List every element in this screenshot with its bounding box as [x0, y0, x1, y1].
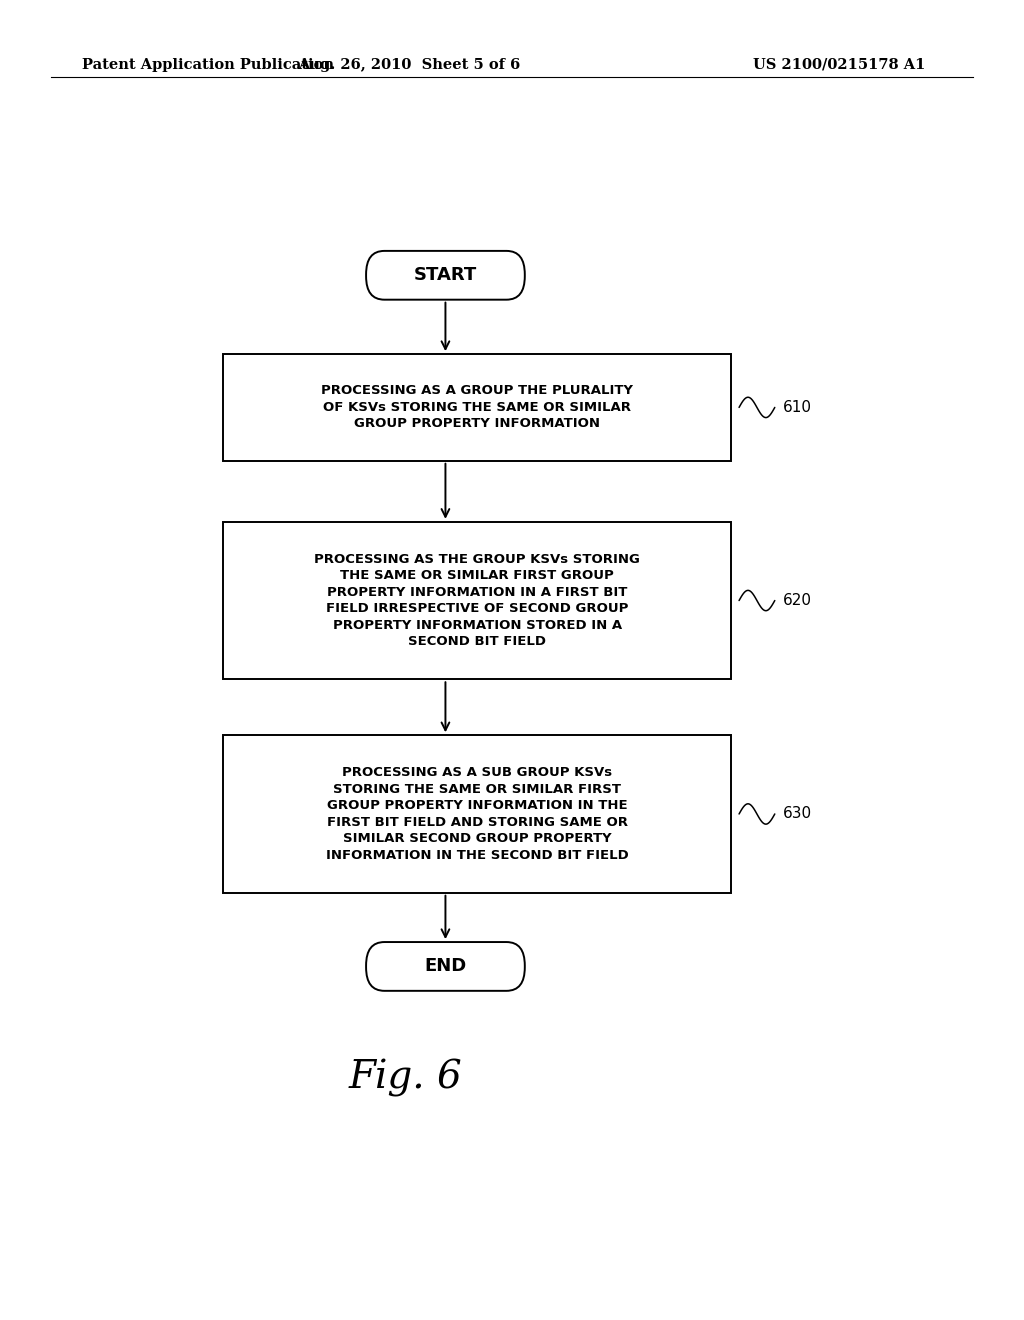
Text: END: END: [424, 957, 467, 975]
Text: 610: 610: [782, 400, 812, 414]
FancyBboxPatch shape: [223, 354, 731, 461]
FancyBboxPatch shape: [367, 251, 524, 300]
Text: Aug. 26, 2010  Sheet 5 of 6: Aug. 26, 2010 Sheet 5 of 6: [298, 58, 521, 71]
FancyBboxPatch shape: [367, 942, 524, 991]
Text: PROCESSING AS THE GROUP KSVs STORING
THE SAME OR SIMILAR FIRST GROUP
PROPERTY IN: PROCESSING AS THE GROUP KSVs STORING THE…: [314, 553, 640, 648]
Text: US 2100/0215178 A1: US 2100/0215178 A1: [754, 58, 926, 71]
Text: Patent Application Publication: Patent Application Publication: [82, 58, 334, 71]
Text: PROCESSING AS A SUB GROUP KSVs
STORING THE SAME OR SIMILAR FIRST
GROUP PROPERTY : PROCESSING AS A SUB GROUP KSVs STORING T…: [326, 766, 629, 862]
Text: START: START: [414, 267, 477, 284]
FancyBboxPatch shape: [223, 521, 731, 680]
Text: 630: 630: [782, 807, 812, 821]
Text: PROCESSING AS A GROUP THE PLURALITY
OF KSVs STORING THE SAME OR SIMILAR
GROUP PR: PROCESSING AS A GROUP THE PLURALITY OF K…: [322, 384, 633, 430]
Text: Fig. 6: Fig. 6: [349, 1059, 463, 1097]
FancyBboxPatch shape: [223, 735, 731, 892]
Text: 620: 620: [782, 593, 812, 609]
